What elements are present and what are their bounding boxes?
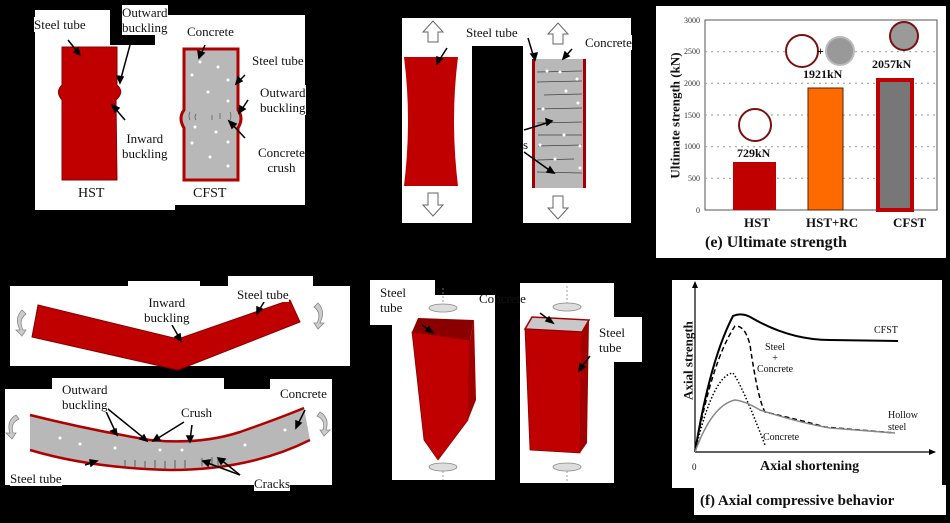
label-steel-tube-bending-bottom: Steel tube xyxy=(10,471,62,486)
chart-f-bg xyxy=(672,280,942,488)
svg-text:1000: 1000 xyxy=(684,142,700,151)
label-line: buckling xyxy=(122,146,168,161)
label-inward-buckling: Inward buckling xyxy=(122,131,168,161)
label-line: Outward xyxy=(62,382,108,397)
label-line: Steel xyxy=(599,325,625,340)
chart-f-legend-hollow-steel: Hollow steel xyxy=(888,410,918,434)
label-outward-buckling-hst: Outward buckling xyxy=(122,5,168,35)
label-line: Steel xyxy=(765,342,786,353)
label-line: tube xyxy=(380,300,403,315)
label-steel-tube-hst: Steel tube xyxy=(34,17,86,32)
chart-e-bar-label-cfst: 2057kN xyxy=(872,57,912,71)
label-line: buckling xyxy=(62,397,108,412)
label-outward-buckling-cfst: Outward buckling xyxy=(260,85,306,115)
chart-f-caption-bg xyxy=(694,485,946,515)
panel-c-top-label1 xyxy=(128,281,200,296)
label-line: buckling xyxy=(144,310,190,325)
label-hst: HST xyxy=(78,186,105,201)
chart-f-origin: 0 xyxy=(692,462,697,472)
label-steel-tube-torsion-right: Steel tube xyxy=(599,325,625,355)
label-concrete-bending: Concrete xyxy=(280,386,327,401)
label-line: Outward xyxy=(122,5,168,20)
chart-e-bar-label-hst: 729kN xyxy=(737,146,771,160)
label-cfst: CFST xyxy=(193,186,227,201)
label-line: crush xyxy=(267,160,296,175)
label-line: + xyxy=(772,353,778,364)
chart-f-caption: (f) Axial compressive behavior xyxy=(700,493,895,509)
label-outward-buckling-bending: Outward buckling xyxy=(62,382,108,412)
label-steel-tube-tension: Steel tube xyxy=(466,25,518,40)
label-line: Inward xyxy=(126,131,164,146)
svg-text:2500: 2500 xyxy=(684,47,700,56)
label-line: Inward xyxy=(148,295,186,310)
label-line: steel xyxy=(888,422,907,433)
svg-text:1500: 1500 xyxy=(684,111,700,120)
label-crush: Crush xyxy=(181,405,213,420)
label-steel-tube-torsion-left: Steel tube xyxy=(380,285,406,315)
chart-f-ylabel: Axial strength xyxy=(680,321,696,400)
label-steel-tube-bending-top: Steel tube xyxy=(237,287,289,302)
chart-e-caption: (e) Ultimate strength xyxy=(705,234,847,251)
label-line: buckling xyxy=(260,100,306,115)
svg-text:3000: 3000 xyxy=(684,16,700,25)
label-line: Hollow xyxy=(888,410,918,421)
label-line: tube xyxy=(599,340,622,355)
label-line: Concrete xyxy=(258,145,305,160)
chart-e-xtick-hstrc: HST+RC xyxy=(806,215,859,230)
chart-e-xtick-hst: HST xyxy=(744,215,771,230)
label-concrete-torsion: Concrete xyxy=(479,291,526,306)
label-concrete-tension: Concrete xyxy=(585,35,632,50)
label-line: Concrete xyxy=(757,364,794,375)
label-cracks-fragment: s xyxy=(523,137,529,152)
label-line: buckling xyxy=(122,20,168,35)
label-line: Outward xyxy=(260,85,306,100)
svg-text:2000: 2000 xyxy=(684,79,700,88)
label-concrete-crush: Concrete crush xyxy=(258,145,305,175)
chart-e-xtick-cfst: CFST xyxy=(893,215,927,230)
chart-f-legend-cfst: CFST xyxy=(874,325,898,336)
svg-text:+: + xyxy=(817,44,824,58)
chart-e-bar-label-hstrc: 1921kN xyxy=(803,67,843,81)
label-steel-tube-cfst: Steel tube xyxy=(252,53,304,68)
svg-text:500: 500 xyxy=(688,174,700,183)
chart-f-legend-concrete: Concrete xyxy=(763,432,800,443)
chart-f-legend-steel-concrete: Steel + Concrete xyxy=(757,342,793,375)
label-inward-buckling-bending: Inward buckling xyxy=(144,295,190,325)
label-cracks-bending: Cracks xyxy=(254,476,291,491)
label-concrete-cfst: Concrete xyxy=(187,24,234,39)
label-line: Steel xyxy=(380,285,406,300)
chart-f-xlabel: Axial shortening xyxy=(760,459,860,474)
svg-text:0: 0 xyxy=(696,206,700,215)
